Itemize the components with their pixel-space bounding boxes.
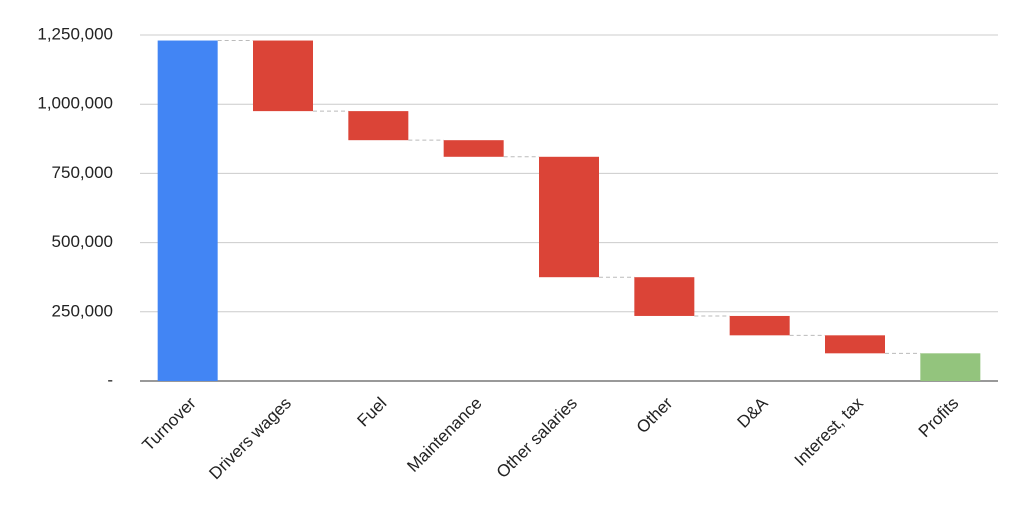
x-tick-label: Other bbox=[633, 393, 677, 437]
y-tick-label: 1,250,000 bbox=[37, 24, 113, 43]
y-tick-label: 250,000 bbox=[52, 301, 113, 320]
bar bbox=[825, 335, 885, 354]
x-tick-label: Turnover bbox=[139, 393, 200, 454]
y-tick-label: 500,000 bbox=[52, 232, 113, 251]
x-tick-label: Other salaries bbox=[493, 394, 581, 482]
bar bbox=[443, 140, 504, 157]
x-tick-label: Fuel bbox=[354, 394, 391, 431]
x-tick-label: Profits bbox=[915, 394, 963, 442]
y-tick-label: 1,000,000 bbox=[37, 94, 113, 113]
bar bbox=[253, 40, 313, 112]
bar bbox=[920, 353, 981, 381]
bar bbox=[729, 315, 790, 336]
bar bbox=[157, 40, 218, 381]
bar bbox=[634, 277, 695, 316]
bar bbox=[539, 156, 599, 278]
x-tick-label: Interest, tax bbox=[791, 393, 868, 470]
y-tick-label: - bbox=[107, 370, 113, 389]
x-tick-label: D&A bbox=[734, 393, 773, 432]
bar bbox=[348, 111, 409, 141]
x-tick-label: Drivers wages bbox=[205, 394, 295, 484]
y-tick-label: 750,000 bbox=[52, 163, 113, 182]
x-tick-label: Maintenance bbox=[403, 394, 485, 476]
